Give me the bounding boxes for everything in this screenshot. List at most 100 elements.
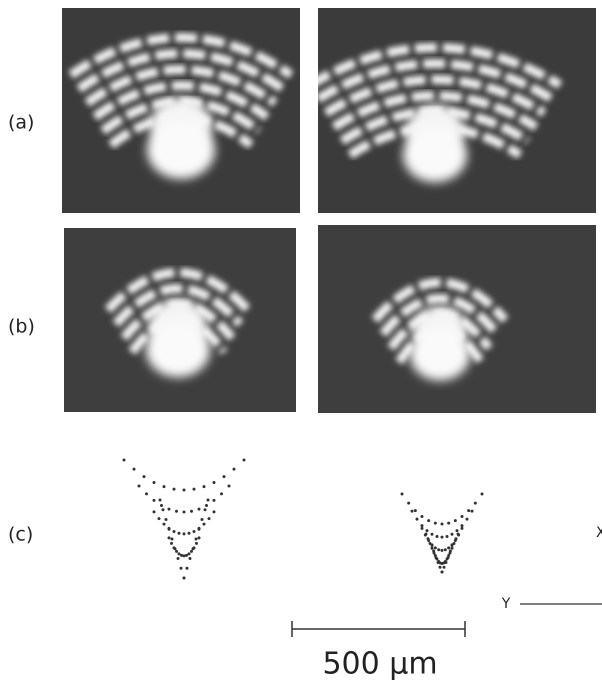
dot (411, 510, 414, 513)
dot (190, 550, 193, 553)
dot (455, 537, 458, 540)
dot (435, 556, 438, 559)
dot (173, 530, 176, 533)
figure: (a) (b) (c) 500 μm Y X (0, 0, 602, 692)
fringe-core (410, 330, 470, 381)
dot (436, 535, 439, 538)
dot (192, 547, 195, 550)
dot (153, 510, 156, 513)
dot (198, 508, 201, 511)
dot (416, 518, 419, 521)
dot (444, 548, 447, 551)
dot (441, 571, 444, 574)
dot (175, 550, 178, 553)
fringe-core (403, 128, 467, 182)
dot (153, 481, 156, 484)
dot (451, 533, 454, 536)
dot (160, 504, 163, 507)
axis-label: Y (501, 596, 511, 612)
dot (461, 527, 464, 530)
dot (133, 468, 136, 471)
dot (177, 557, 180, 560)
dot (204, 508, 207, 511)
dot (171, 538, 174, 541)
dot (446, 535, 449, 538)
dot (449, 552, 452, 555)
dot (443, 566, 446, 569)
dot (163, 523, 166, 526)
panel-label: (c) (8, 524, 33, 546)
dot (188, 552, 191, 555)
dot (433, 552, 436, 555)
dot (165, 518, 168, 521)
dot (481, 493, 484, 496)
dot (461, 515, 464, 518)
dot (207, 499, 210, 502)
dot (201, 518, 204, 521)
dot (451, 547, 454, 550)
dot (162, 508, 165, 511)
dot (425, 533, 428, 536)
dot (456, 529, 459, 532)
dot (220, 492, 223, 495)
dot (195, 542, 198, 545)
dot (427, 537, 430, 540)
dot (228, 484, 231, 487)
dot (183, 577, 186, 580)
dot (173, 488, 176, 491)
scale-bar-label: 500 μm (322, 647, 437, 682)
dot (143, 475, 146, 478)
dot (205, 504, 208, 507)
dot (193, 488, 196, 491)
dot (159, 499, 162, 502)
dot (427, 519, 430, 522)
dot (407, 502, 410, 505)
dot (195, 538, 198, 541)
dot (190, 510, 193, 513)
dot (466, 518, 469, 521)
dot (180, 567, 183, 570)
dot (145, 492, 148, 495)
dot (447, 522, 450, 525)
dot (233, 468, 236, 471)
dot (467, 509, 470, 512)
dot (138, 484, 141, 487)
dot (474, 502, 477, 505)
dot (174, 547, 177, 550)
dot (441, 523, 444, 526)
dot (208, 517, 211, 520)
dot (213, 481, 216, 484)
dot (193, 530, 196, 533)
dot (421, 527, 424, 530)
dot (153, 499, 156, 502)
dot (198, 528, 201, 531)
panel-label: (b) (8, 316, 35, 338)
dot (437, 548, 440, 551)
dot (213, 499, 216, 502)
dot (243, 459, 246, 462)
dot (454, 519, 457, 522)
dot (447, 556, 450, 559)
dot (461, 524, 464, 527)
dot (183, 532, 186, 535)
dot (168, 536, 171, 539)
dot (183, 510, 186, 513)
axis-label: X (596, 525, 602, 541)
dot (437, 561, 440, 564)
dot (175, 510, 178, 513)
dot (183, 554, 186, 557)
dot (414, 509, 417, 512)
dot (441, 536, 444, 539)
dot (168, 528, 171, 531)
dot (421, 524, 424, 527)
dot (434, 546, 437, 549)
dot (180, 554, 183, 557)
dot (186, 567, 189, 570)
dot (158, 517, 161, 520)
dot (431, 547, 434, 550)
dot-patterns (123, 459, 484, 580)
dot (453, 542, 456, 545)
dot (198, 536, 201, 539)
dot (441, 549, 444, 552)
dot (421, 515, 424, 518)
